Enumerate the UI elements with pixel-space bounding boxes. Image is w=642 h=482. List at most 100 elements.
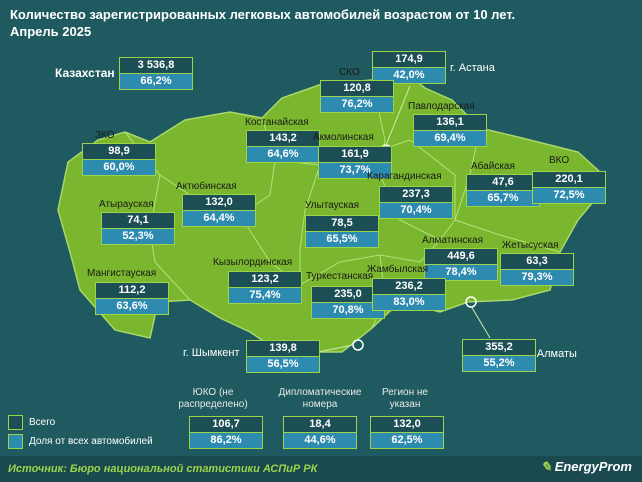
legend-total: Всего	[8, 415, 55, 430]
diplomatic-share: 44,6%	[283, 432, 357, 449]
almaty-city-box: 355,2 55,2%	[462, 339, 536, 372]
zko-total: 98,9	[82, 143, 156, 159]
almaty-marker	[465, 296, 477, 308]
akmola-label: Акмолинская	[313, 132, 374, 143]
pavlodar-share: 69,4%	[413, 130, 487, 147]
atyrau-box: 74,1 52,3%	[101, 212, 175, 245]
shymkent-total: 139,8	[246, 340, 320, 356]
abay-share: 65,7%	[466, 190, 540, 207]
turkestan-box: 235,0 70,8%	[311, 286, 385, 319]
shymkent-marker	[352, 339, 364, 351]
aktobe-label: Актюбинская	[176, 181, 237, 192]
pavlodar-total: 136,1	[413, 114, 487, 130]
kostanay-label: Костанайская	[245, 117, 309, 128]
ulytau-box: 78,5 65,5%	[305, 215, 379, 248]
leader-lines	[317, 85, 491, 353]
kostanay-share: 64,6%	[246, 146, 320, 163]
title-line-2: Апрель 2025	[10, 24, 92, 39]
zhambyl-box: 236,2 83,0%	[372, 278, 446, 311]
karaganda-share: 70,4%	[379, 202, 453, 219]
zko-box: 98,9 60,0%	[82, 143, 156, 176]
akmola-box: 161,9 73,7%	[318, 146, 392, 179]
akmola-total: 161,9	[318, 146, 392, 162]
unknown-total: 132,0	[370, 416, 444, 432]
almaty-leader	[470, 305, 491, 339]
zhetysu-total: 63,3	[500, 253, 574, 269]
sko-box: 120,8 76,2%	[320, 80, 394, 113]
zhambyl-share: 83,0%	[372, 294, 446, 311]
unknown-label: Регион не указан	[382, 387, 428, 410]
kostanay-box: 143,2 64,6%	[246, 130, 320, 163]
turkestan-share: 70,8%	[311, 302, 385, 319]
vko-box: 220,1 72,5%	[532, 171, 606, 204]
vko-label: ВКО	[549, 155, 570, 166]
turkestan-label: Туркестанская	[306, 271, 374, 282]
almaty-region-box: 449,6 78,4%	[424, 248, 498, 281]
diplomatic-box: 18,4 44,6%	[283, 416, 357, 449]
diplomatic-label: Дипломатические номера	[278, 387, 362, 410]
zhetysu-label: Жетысуская	[502, 240, 559, 251]
abay-label: Абайская	[471, 161, 515, 172]
diplomatic-total: 18,4	[283, 416, 357, 432]
shymkent-leader	[317, 344, 354, 353]
mangystau-box: 112,2 63,6%	[95, 282, 169, 315]
pavlodar-box: 136,1 69,4%	[413, 114, 487, 147]
kostanay-total: 143,2	[246, 130, 320, 146]
turkestan-total: 235,0	[311, 286, 385, 302]
zhetysu-share: 79,3%	[500, 269, 574, 286]
aktobe-box: 132,0 64,4%	[182, 194, 256, 227]
pavlodar-label: Павлодарская	[408, 101, 475, 112]
footer-bar	[0, 456, 642, 482]
atyrau-share: 52,3%	[101, 228, 175, 245]
kazakhstan-box: 3 536,8 66,2%	[119, 57, 193, 90]
title-line-1: Количество зарегистрированных легковых а…	[10, 7, 516, 22]
sko-share: 76,2%	[320, 96, 394, 113]
almaty-region-share: 78,4%	[424, 264, 498, 281]
ulytau-label: Улытауская	[305, 200, 360, 211]
zko-label: ЗКО	[95, 130, 115, 141]
astana-label: г. Астана	[450, 62, 495, 74]
border-line	[299, 164, 321, 285]
karaganda-box: 237,3 70,4%	[379, 186, 453, 219]
legend-total-swatch	[8, 415, 23, 430]
ulytau-share: 65,5%	[305, 231, 379, 248]
abay-total: 47,6	[466, 174, 540, 190]
legend-share-text: Доля от всех автомобилей	[29, 436, 153, 447]
uko-box: 106,7 86,2%	[189, 416, 263, 449]
zhetysu-box: 63,3 79,3%	[500, 253, 574, 286]
almaty-region-total: 449,6	[424, 248, 498, 264]
uko-share: 86,2%	[189, 432, 263, 449]
border-line	[409, 139, 456, 241]
abay-box: 47,6 65,7%	[466, 174, 540, 207]
unknown-box: 132,0 62,5%	[370, 416, 444, 449]
aktobe-total: 132,0	[182, 194, 256, 210]
atyrau-total: 74,1	[101, 212, 175, 228]
zko-share: 60,0%	[82, 159, 156, 176]
legend-total-text: Всего	[29, 417, 56, 428]
legend-share: Доля от всех автомобилей	[8, 434, 153, 449]
astana-box: 174,9 42,0%	[372, 51, 446, 84]
kyzylorda-share: 75,4%	[228, 287, 302, 304]
karaganda-label: Карагандинская	[367, 171, 442, 182]
kazakhstan-total: 3 536,8	[119, 57, 193, 73]
kazakhstan-share: 66,2%	[119, 73, 193, 90]
uko-total: 106,7	[189, 416, 263, 432]
mangystau-label: Мангистауская	[87, 268, 157, 279]
aktobe-share: 64,4%	[182, 210, 256, 227]
shymkent-label: г. Шымкент	[183, 347, 240, 359]
unknown-share: 62,5%	[370, 432, 444, 449]
zhambyl-label: Жамбылская	[367, 264, 428, 275]
uko-label: ЮКО (не распределено)	[178, 387, 248, 410]
logo-text: EnergyProm	[554, 459, 632, 474]
chart-title: Количество зарегистрированных легковых а…	[10, 6, 530, 40]
astana-leader	[385, 85, 411, 146]
mangystau-total: 112,2	[95, 282, 169, 298]
karaganda-total: 237,3	[379, 186, 453, 202]
sko-label: СКО	[339, 67, 360, 78]
mangystau-share: 63,6%	[95, 298, 169, 315]
akmola-share: 73,7%	[318, 162, 392, 179]
vko-share: 72,5%	[532, 187, 606, 204]
shymkent-box: 139,8 56,5%	[246, 340, 320, 373]
kyzylorda-box: 123,2 75,4%	[228, 271, 302, 304]
astana-total: 174,9	[372, 51, 446, 67]
